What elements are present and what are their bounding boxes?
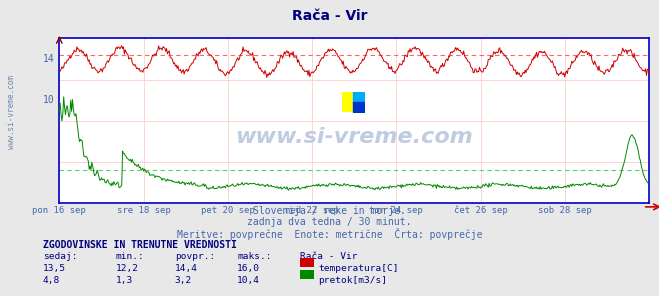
Text: 16,0: 16,0 [237, 264, 260, 273]
Text: min.:: min.: [115, 252, 144, 261]
Text: Slovenija / reke in morje.: Slovenija / reke in morje. [253, 206, 406, 216]
Text: Meritve: povprečne  Enote: metrične  Črta: povprečje: Meritve: povprečne Enote: metrične Črta:… [177, 228, 482, 240]
Text: www.si-vreme.com: www.si-vreme.com [7, 75, 16, 149]
Text: zadnja dva tedna / 30 minut.: zadnja dva tedna / 30 minut. [247, 217, 412, 227]
Text: 10,4: 10,4 [237, 276, 260, 285]
Text: www.si-vreme.com: www.si-vreme.com [235, 127, 473, 147]
Text: 4,8: 4,8 [43, 276, 60, 285]
Text: 13,5: 13,5 [43, 264, 66, 273]
Text: 10: 10 [43, 95, 55, 105]
Text: temperatura[C]: temperatura[C] [318, 264, 399, 273]
Text: 1,3: 1,3 [115, 276, 132, 285]
Text: Rača - Vir: Rača - Vir [300, 252, 357, 261]
Text: 14: 14 [43, 54, 55, 64]
Text: 12,2: 12,2 [115, 264, 138, 273]
Text: maks.:: maks.: [237, 252, 272, 261]
Text: sedaj:: sedaj: [43, 252, 77, 261]
Text: 14,4: 14,4 [175, 264, 198, 273]
Text: 3,2: 3,2 [175, 276, 192, 285]
Text: pretok[m3/s]: pretok[m3/s] [318, 276, 387, 285]
Text: Rača - Vir: Rača - Vir [292, 9, 367, 23]
Text: ZGODOVINSKE IN TRENUTNE VREDNOSTI: ZGODOVINSKE IN TRENUTNE VREDNOSTI [43, 240, 237, 250]
Text: povpr.:: povpr.: [175, 252, 215, 261]
